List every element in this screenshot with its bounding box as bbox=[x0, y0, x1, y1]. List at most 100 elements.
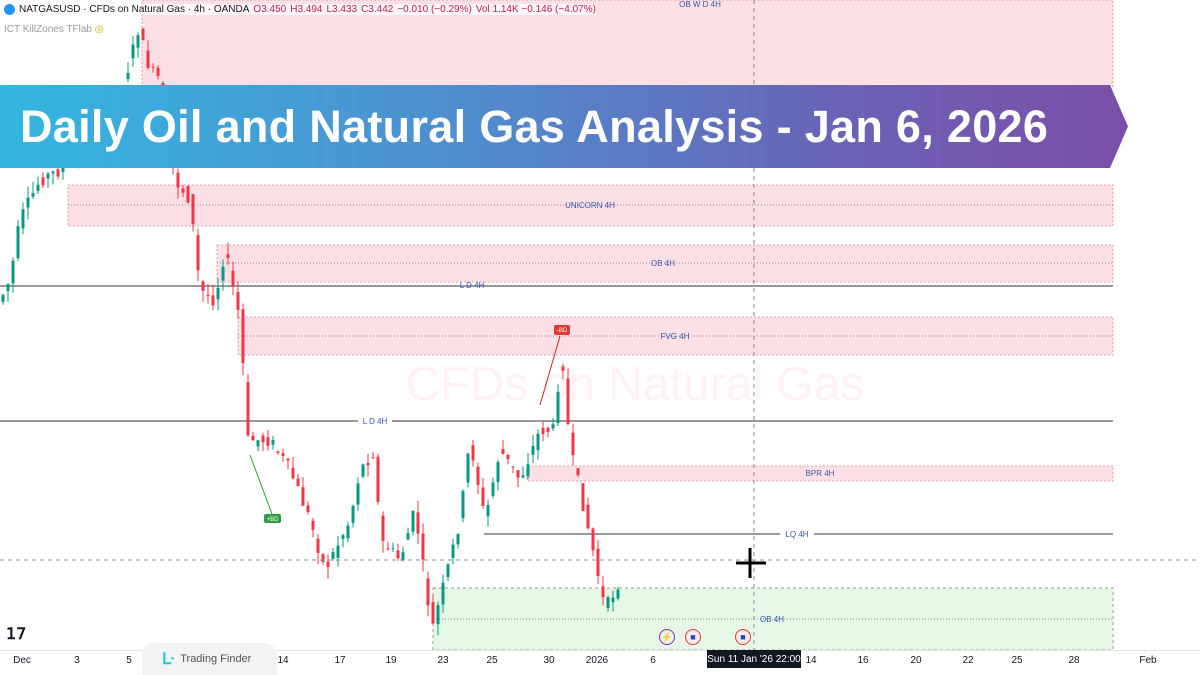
svg-text:L D 4H: L D 4H bbox=[460, 281, 485, 290]
candle-body bbox=[256, 440, 260, 447]
zone-ob-demand: OB 4H bbox=[432, 587, 1114, 650]
candle-body bbox=[146, 50, 150, 68]
indicator-name: ICT KillZones TFlab bbox=[4, 24, 92, 35]
candle-body bbox=[476, 466, 480, 486]
candle-body bbox=[226, 254, 230, 259]
candle-body bbox=[6, 284, 10, 292]
candle-body bbox=[46, 173, 50, 179]
time-tick: 23 bbox=[437, 655, 449, 666]
candle-body bbox=[531, 445, 535, 455]
candle-body bbox=[346, 525, 350, 539]
candle-body bbox=[496, 462, 500, 482]
candle-body bbox=[381, 515, 385, 541]
price-chart[interactable]: CFDs on Natural Gas OB W D 4H UNICORN 4H… bbox=[0, 0, 1200, 650]
candle-body bbox=[481, 487, 485, 506]
lightning-event-icon[interactable]: ⚡ bbox=[659, 629, 675, 645]
candle-body bbox=[366, 462, 370, 466]
candle-body bbox=[536, 433, 540, 451]
us-flag-event-icon[interactable]: ■ bbox=[735, 629, 751, 645]
line-ld-1: L D 4H bbox=[0, 281, 1113, 290]
svg-text:L D 4H: L D 4H bbox=[363, 417, 388, 426]
candle-body bbox=[191, 194, 195, 225]
bull-divergence-line bbox=[249, 454, 273, 515]
candle-body bbox=[276, 451, 280, 453]
zone-bpr: BPR 4H bbox=[526, 465, 1114, 482]
candle-body bbox=[261, 435, 265, 443]
candle-body bbox=[1, 294, 5, 302]
candle-body bbox=[41, 177, 45, 186]
candle-body bbox=[176, 172, 180, 188]
candle-body bbox=[526, 464, 530, 477]
candle-body bbox=[231, 270, 235, 286]
candle-body bbox=[561, 366, 565, 371]
candle-body bbox=[196, 235, 200, 271]
candle-body bbox=[336, 545, 340, 558]
candle-body bbox=[356, 483, 360, 505]
candle-body bbox=[501, 449, 505, 454]
candle-body bbox=[456, 534, 460, 545]
time-tick: Feb bbox=[1139, 655, 1157, 666]
candle-body bbox=[221, 266, 225, 281]
volume-value: Vol 1.14K −0.146 (−4.07%) bbox=[475, 4, 596, 15]
candle-body bbox=[586, 504, 590, 529]
bear-marker: -BD bbox=[554, 325, 570, 335]
open-value: O3.450 bbox=[253, 4, 287, 15]
time-tick: 5 bbox=[126, 655, 132, 666]
trading-finder-logo: ᒷ Trading Finder bbox=[142, 643, 277, 675]
trading-finder-icon: ᒷ bbox=[162, 651, 175, 668]
candle-body bbox=[516, 470, 520, 478]
candle-body bbox=[141, 28, 145, 41]
candle-body bbox=[306, 505, 310, 512]
candle-body bbox=[546, 427, 550, 432]
us-flag-event-icon[interactable]: ■ bbox=[685, 629, 701, 645]
candle-body bbox=[21, 209, 25, 229]
change-value: −0.010 (−0.29%) bbox=[397, 4, 472, 15]
candle-body bbox=[251, 435, 255, 441]
candle-body bbox=[11, 260, 15, 284]
candle-body bbox=[441, 582, 445, 605]
tradingview-logo[interactable]: 𝟣𝟩 bbox=[6, 626, 27, 643]
candle-body bbox=[131, 44, 135, 59]
candle-body bbox=[471, 445, 475, 461]
candle-body bbox=[466, 453, 470, 483]
eye-hidden-icon[interactable]: ◎ bbox=[94, 24, 104, 35]
symbol-title[interactable]: NATGASUSD · CFDs on Natural Gas · 4h · O… bbox=[19, 4, 250, 15]
candle-body bbox=[321, 554, 325, 563]
candle-body bbox=[421, 533, 425, 560]
candle-body bbox=[156, 67, 160, 76]
candle-body bbox=[361, 464, 365, 477]
natural-gas-icon bbox=[4, 4, 15, 15]
candle-body bbox=[311, 520, 315, 530]
candle-body bbox=[246, 382, 250, 436]
candle-body bbox=[271, 439, 275, 445]
svg-text:FVG 4H: FVG 4H bbox=[661, 332, 690, 341]
candle-body bbox=[56, 169, 60, 177]
candle-body bbox=[576, 468, 580, 476]
time-tick: 16 bbox=[857, 655, 869, 666]
candle-body bbox=[266, 437, 270, 446]
time-tick: 30 bbox=[543, 655, 555, 666]
candle-body bbox=[601, 586, 605, 598]
candle-body bbox=[16, 226, 20, 259]
candle-body bbox=[186, 186, 190, 203]
candle-body bbox=[521, 475, 525, 478]
candle-body bbox=[436, 605, 440, 625]
bull-marker: +BD bbox=[264, 514, 281, 523]
time-tick: 6 bbox=[650, 655, 656, 666]
candle-body bbox=[326, 561, 330, 568]
indicator-legend[interactable]: ICT KillZones TFlab ◎ bbox=[4, 24, 104, 35]
candle-body bbox=[316, 538, 320, 553]
time-tick: 17 bbox=[334, 655, 346, 666]
candle-body bbox=[571, 432, 575, 456]
candle-body bbox=[541, 427, 545, 435]
title-banner: Daily Oil and Natural Gas Analysis - Jan… bbox=[0, 85, 1128, 168]
candle-body bbox=[61, 165, 65, 172]
time-tick: 14 bbox=[277, 655, 289, 666]
candle-body bbox=[446, 564, 450, 578]
candle-body bbox=[426, 578, 430, 606]
time-tick: 14 bbox=[805, 655, 817, 666]
candle-body bbox=[611, 597, 615, 603]
svg-text:+BD: +BD bbox=[267, 517, 280, 523]
zone-fvg: FVG 4H bbox=[237, 316, 1114, 356]
candle-body bbox=[286, 458, 290, 461]
